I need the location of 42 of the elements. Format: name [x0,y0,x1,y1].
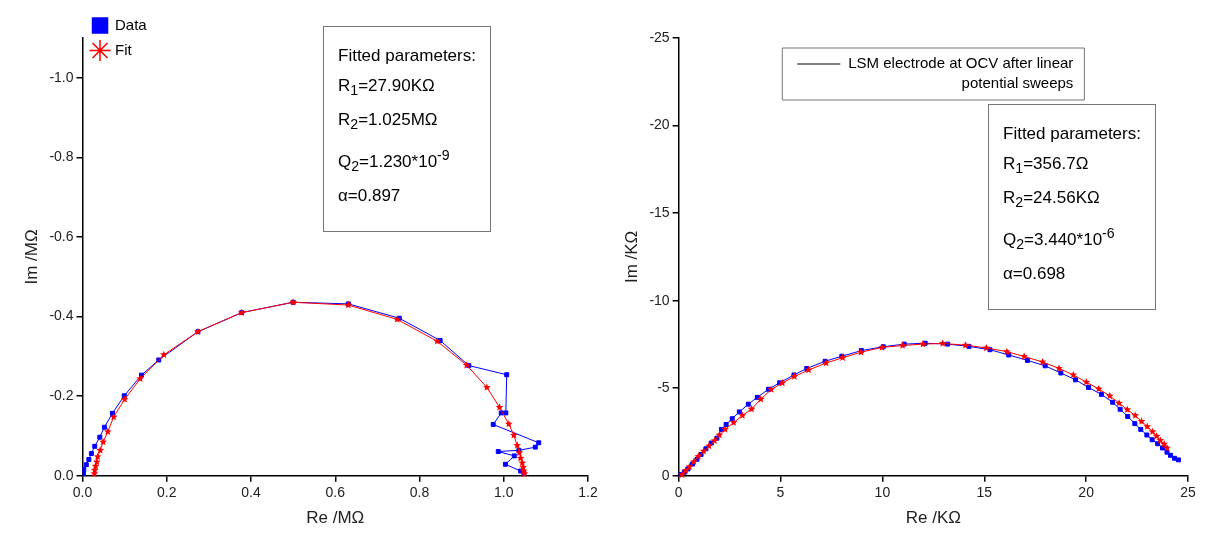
y-tick-label: -0.8 [49,148,74,165]
x-axis-title: Re /MΩ [306,508,365,528]
y-tick-label: -20 [649,116,670,133]
annotation: R$_{2}$=1.025MΩ [338,109,439,135]
x-tick-label: 1.2 [578,484,598,501]
annotation: R$_{2}$=24.56KΩ [1003,187,1101,213]
annotation: Q$_{2}$=3.440*10$^{-6}$ [1003,223,1116,254]
annotation: Fitted parameters: [1003,123,1141,145]
x-tick-label: 20 [1078,484,1095,501]
x-tick-label: 0.6 [325,484,346,501]
y-axis-title: Im /MΩ [21,229,41,285]
y-tick-label: -5 [657,379,670,396]
x-tick-label: 0.4 [241,484,261,501]
x-tick-label: 0.2 [157,484,177,501]
x-tick-label: 15 [976,484,993,501]
y-tick-label: -1.0 [49,68,74,85]
y-tick-label: -10 [649,291,670,308]
y-tick-label: 0 [661,466,670,483]
x-tick-label: 0 [674,484,683,501]
y-tick-label: -0.4 [49,307,74,324]
legend-title: LSM electrode at OCV after linear potential sweeps [848,54,1074,92]
x-tick-label: 1.0 [494,484,514,501]
legend-label: Fit [115,40,133,58]
legend-label: Data [115,15,148,33]
y-tick-label: -25 [649,28,670,45]
y-tick-label: -0.2 [49,387,74,404]
x-axis-title: Re /KΩ [905,508,961,528]
annotation: α=0.698 [1003,262,1067,285]
x-tick-label: 5 [776,484,785,501]
y-tick-label: -0.6 [49,227,74,244]
annotation: Fitted parameters: [338,45,476,67]
x-tick-label: 0.0 [72,484,93,501]
annotation: Q$_{2}$=1.230*10$^{-9}$ [338,145,451,176]
annotation: R$_{1}$=356.7Ω [1003,153,1090,179]
x-tick-label: 0.8 [409,484,430,501]
x-tick-label: 10 [874,484,891,501]
annotation: α=0.897 [338,184,402,207]
y-tick-label: 0.0 [54,466,74,483]
annotation: R$_{1}$=27.90KΩ [338,75,436,101]
y-axis-title: Im /KΩ [621,230,641,284]
y-tick-label: -15 [649,203,670,220]
x-tick-label: 25 [1180,484,1196,501]
